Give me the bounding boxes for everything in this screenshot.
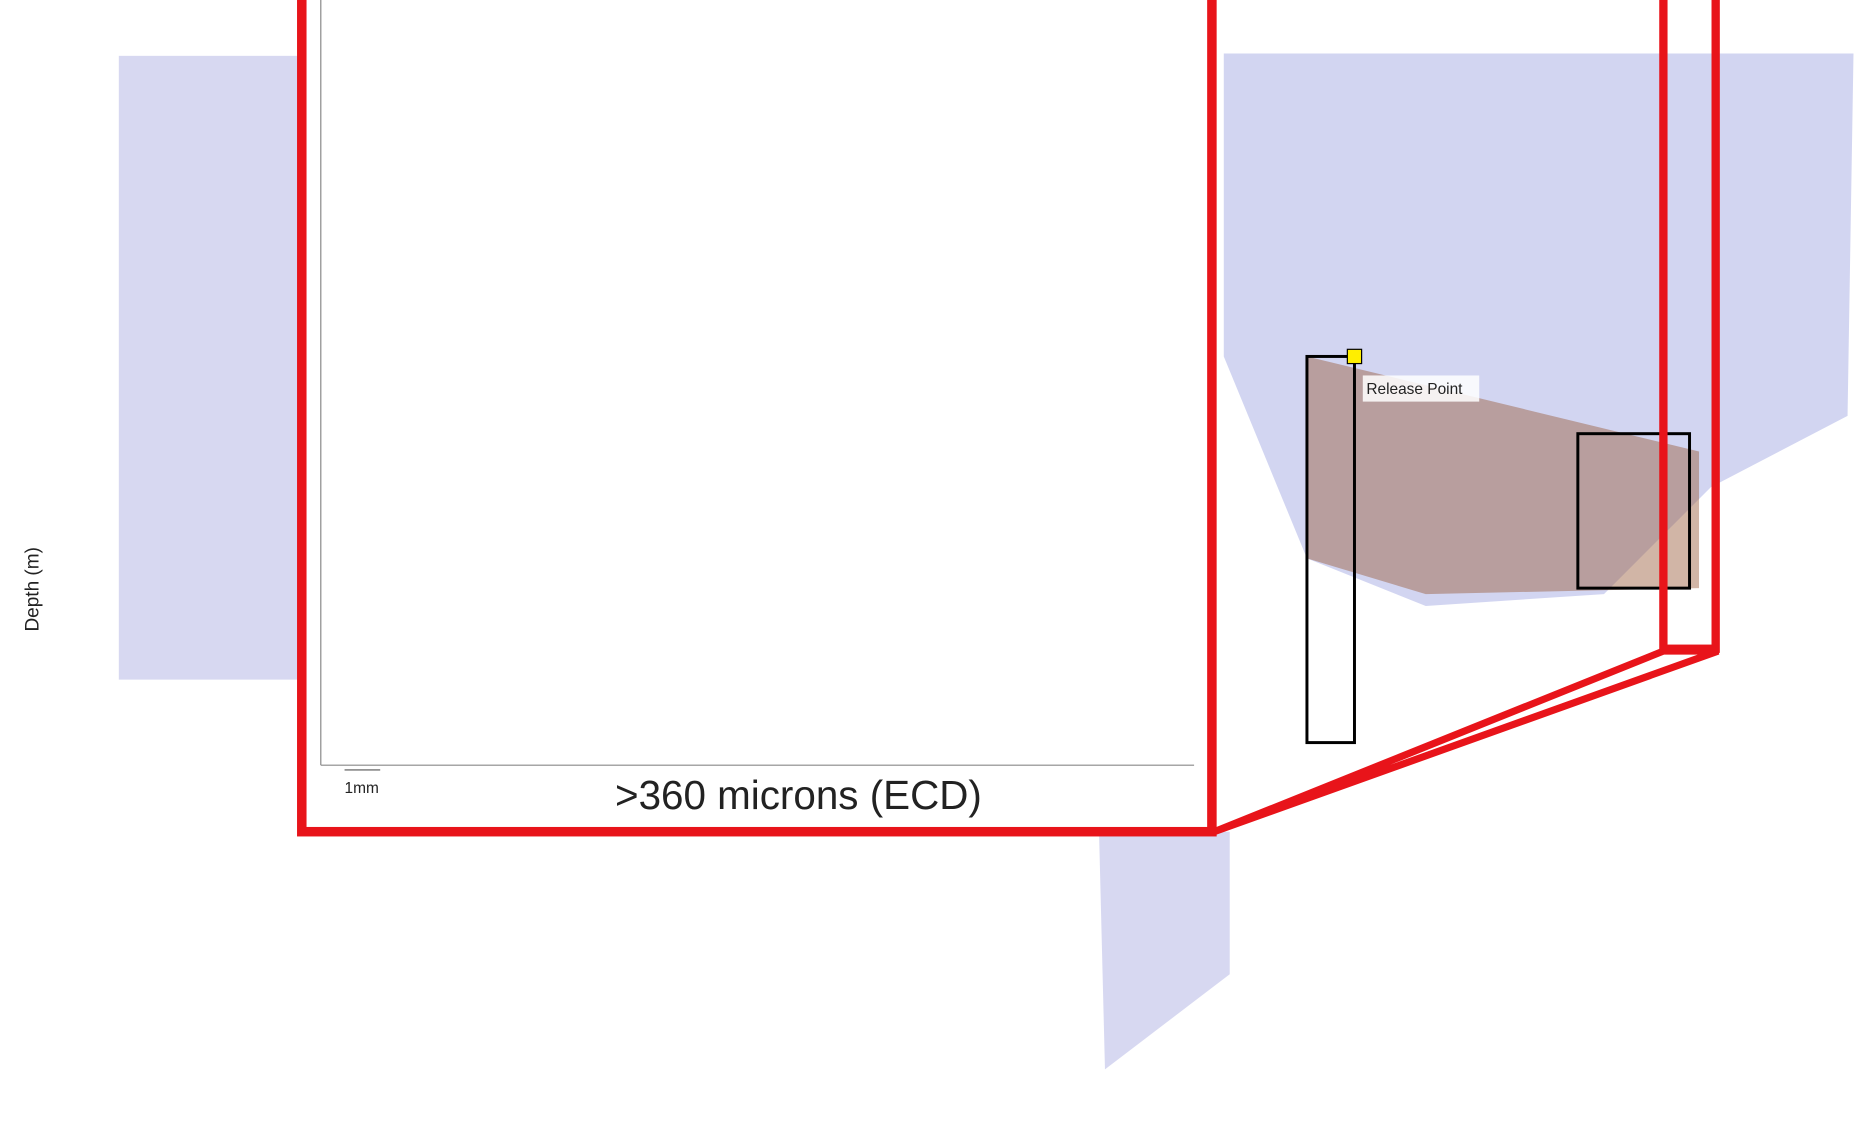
release-label: Release Point: [1366, 381, 1463, 398]
shaded-region: [1099, 832, 1230, 1070]
release-marker: [1347, 349, 1361, 363]
shaded-region: [119, 56, 309, 680]
inset-caption: >360 microns (ECD): [615, 772, 982, 818]
inset: [302, 0, 1212, 832]
chart: Release Point 1mm >360 microns (ECD) Dep…: [0, 0, 1863, 1143]
zoom-line: [1214, 651, 1718, 832]
y-axis-label: Depth (m): [22, 547, 43, 631]
scale-label: 1mm: [345, 780, 379, 797]
